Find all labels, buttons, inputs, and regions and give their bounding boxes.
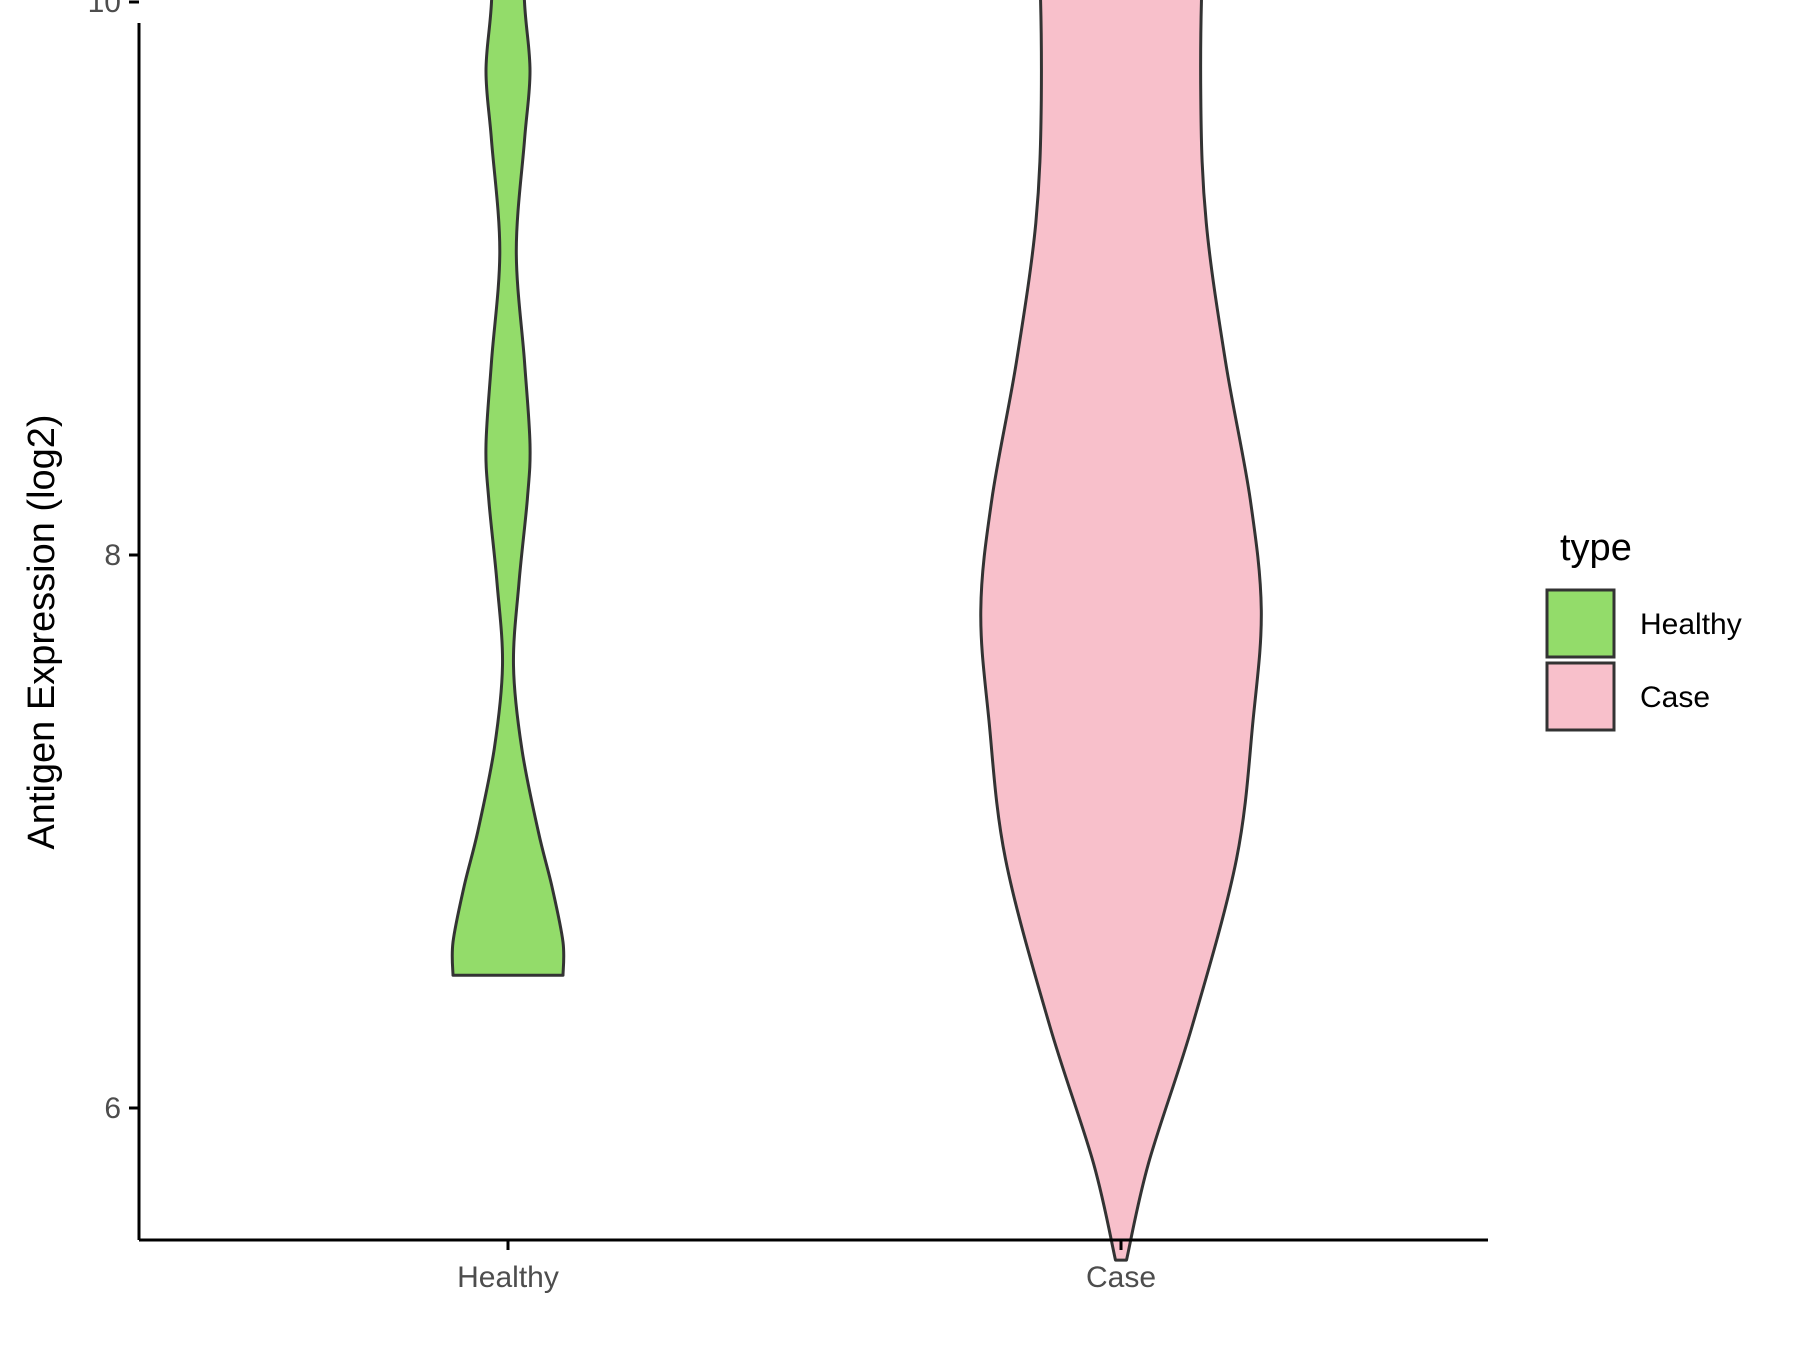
violin-case [979, 0, 1263, 1262]
violin-healthy [450, 0, 566, 977]
y-tick-label: 8 [104, 539, 121, 572]
legend-title: type [1560, 527, 1632, 569]
legend-label-case: Case [1640, 681, 1710, 714]
x-ticks: Healthy Case [457, 1240, 1156, 1294]
y-axis-title: Antigen Expression (log2) [21, 414, 63, 849]
y-ticks: 681012 [88, 0, 139, 1125]
legend-key-case [1545, 661, 1616, 732]
y-tick-label: 10 [88, 0, 121, 19]
x-tick-label-case: Case [1086, 1261, 1156, 1294]
legend-label-healthy: Healthy [1640, 608, 1742, 641]
x-tick-label-healthy: Healthy [457, 1261, 559, 1294]
y-tick-label: 6 [104, 1092, 121, 1125]
legend: type Healthy Case [1545, 527, 1742, 732]
legend-key-healthy [1545, 588, 1616, 659]
violin-layer [450, 0, 1263, 1262]
